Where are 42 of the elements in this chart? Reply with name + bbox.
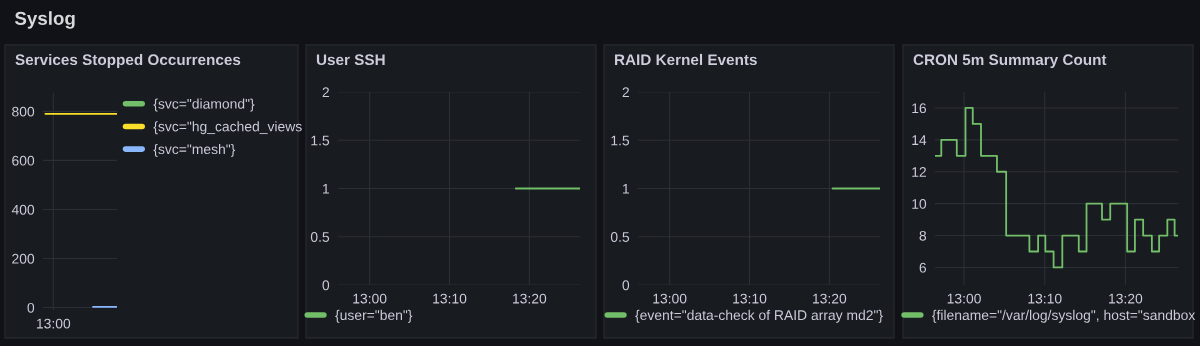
y-tick-label: 2 [322, 87, 329, 98]
x-tick-label: 13:10 [1028, 293, 1062, 304]
y-tick-label: 1.5 [611, 135, 630, 146]
y-tick-label: 600 [12, 155, 35, 166]
y-tick-label: 1 [623, 183, 629, 194]
legend-label: {svc="hg_cached_views [153, 121, 302, 135]
legend-label: {svc="diamond"} [153, 98, 255, 112]
y-tick-label: 0 [622, 280, 630, 291]
legend-label: {user="ben"} [335, 309, 413, 323]
y-tick-label: 0 [322, 280, 330, 291]
legend-label: {filename="/var/log/syslog", host="sandbox [932, 309, 1196, 323]
x-tick-label: 13:00 [37, 318, 71, 329]
x-tick-label: 13:10 [433, 293, 467, 304]
chart-title: RAID Kernel Events [615, 53, 757, 66]
legend-label: {svc="mesh"} [153, 143, 236, 157]
x-tick-label: 13:00 [947, 293, 981, 304]
y-tick-label: 0.5 [310, 232, 330, 242]
x-tick-label: 13:20 [1109, 293, 1143, 304]
x-tick-label: 13:00 [653, 293, 687, 304]
text: Syslog [14, 11, 75, 29]
y-tick-label: 400 [11, 204, 35, 215]
chart-title: CRON 5m Summary Count [913, 54, 1107, 69]
y-tick-label: 1.5 [311, 135, 330, 146]
y-tick-label: 6 [919, 262, 927, 273]
chart-title: User SSH [316, 54, 385, 66]
legend-label: {event="data-check of RAID array md2"} [635, 309, 883, 323]
y-tick-label: 14 [912, 135, 927, 145]
y-tick-label: 12 [912, 167, 926, 177]
x-tick-label: 13:20 [813, 293, 847, 304]
x-tick-label: 13:20 [513, 293, 547, 304]
x-tick-label: 13:00 [353, 293, 387, 304]
y-tick-label: 800 [12, 106, 35, 117]
y-tick-label: 200 [12, 253, 35, 264]
y-tick-label: 10 [912, 198, 927, 209]
chart-title: Services Stopped Occurrences [15, 53, 241, 69]
y-tick-label: 0 [27, 302, 35, 313]
y-tick-label: 0.5 [610, 232, 630, 242]
x-tick-label: 13:10 [733, 293, 767, 304]
y-tick-label: 2 [622, 87, 629, 98]
y-tick-label: 1 [323, 183, 329, 194]
y-tick-label: 8 [919, 230, 927, 241]
y-tick-label: 16 [912, 103, 927, 114]
